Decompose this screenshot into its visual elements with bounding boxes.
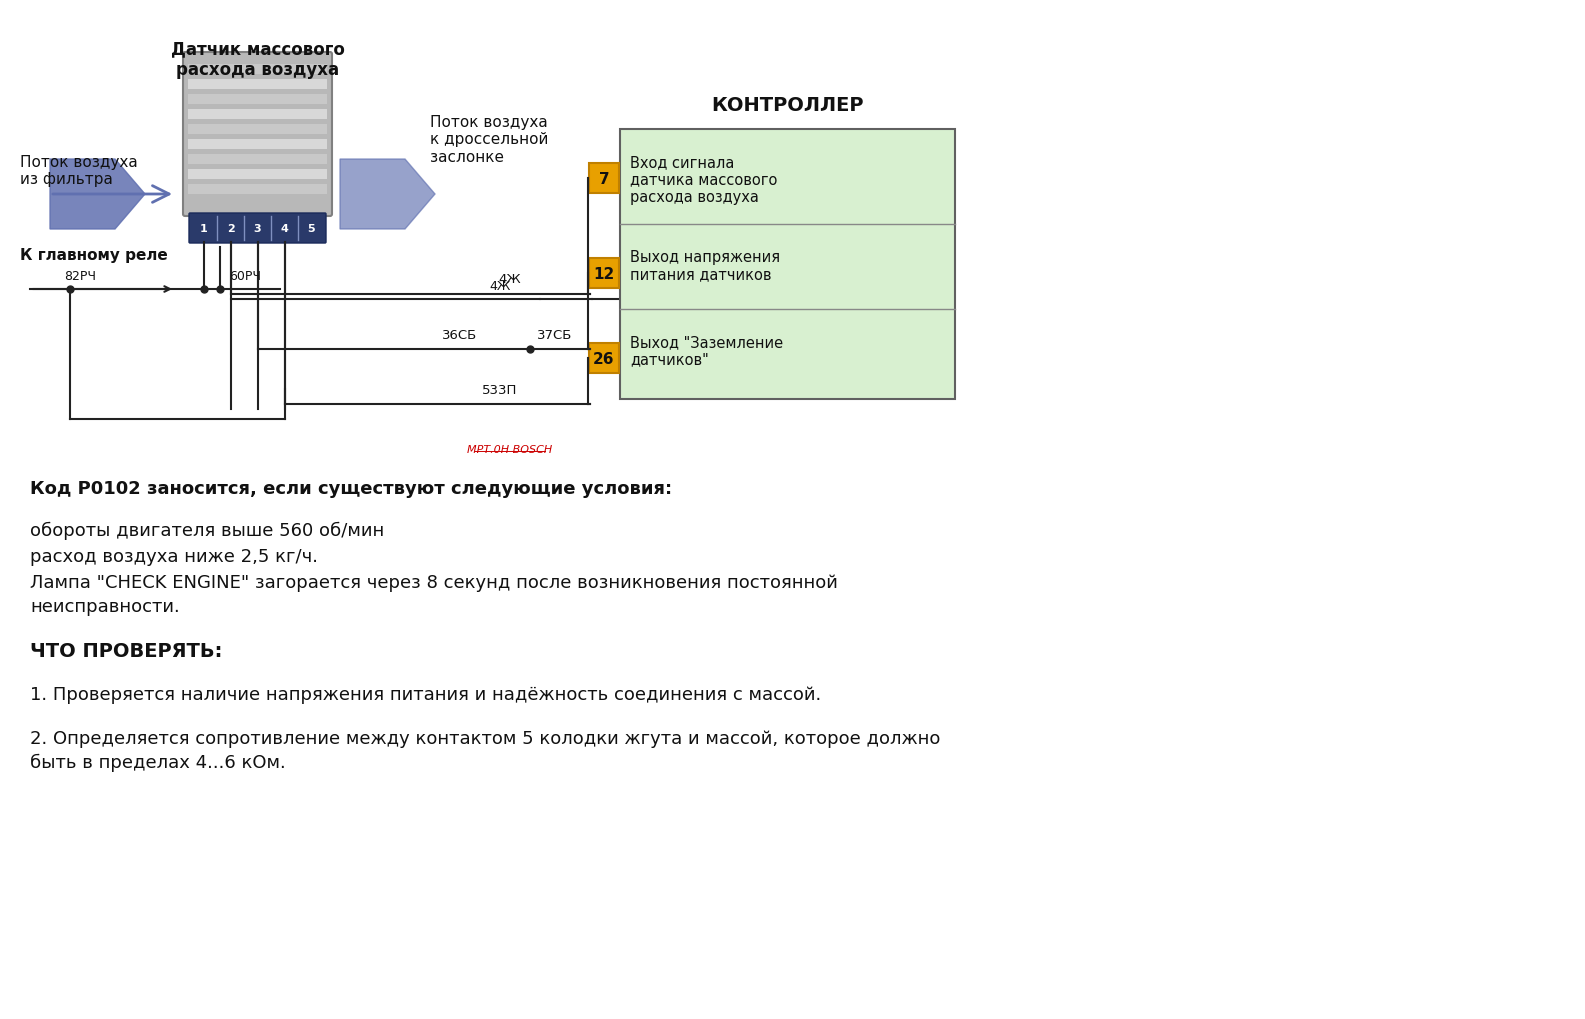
FancyBboxPatch shape xyxy=(189,214,327,244)
FancyBboxPatch shape xyxy=(590,164,620,194)
Bar xyxy=(189,65,327,75)
Bar xyxy=(189,170,327,179)
Text: Код P0102 заносится, если существуют следующие условия:: Код P0102 заносится, если существуют сле… xyxy=(30,480,672,497)
Polygon shape xyxy=(51,160,144,229)
Text: Поток воздуха
к дроссельной
заслонке: Поток воздуха к дроссельной заслонке xyxy=(430,115,548,165)
Text: Лампа "CHECK ENGINE" загорается через 8 секунд после возникновения постоянной: Лампа "CHECK ENGINE" загорается через 8 … xyxy=(30,574,838,592)
Text: 36СБ: 36СБ xyxy=(442,329,477,341)
Text: 12: 12 xyxy=(593,266,615,281)
Bar xyxy=(189,95,327,105)
Text: 1: 1 xyxy=(200,224,208,233)
Text: К главному реле: К главному реле xyxy=(21,248,168,262)
Text: 4Ж: 4Ж xyxy=(499,273,521,285)
FancyBboxPatch shape xyxy=(182,53,331,217)
Text: 4Ж: 4Ж xyxy=(490,280,510,292)
FancyBboxPatch shape xyxy=(590,259,620,288)
Text: 3: 3 xyxy=(254,224,262,233)
Text: 5: 5 xyxy=(307,224,315,233)
Text: 82РЧ: 82РЧ xyxy=(63,270,97,282)
Text: МРТ.0Н BOSCH: МРТ.0Н BOSCH xyxy=(468,444,553,454)
Text: расход воздуха ниже 2,5 кг/ч.: расход воздуха ниже 2,5 кг/ч. xyxy=(30,547,319,566)
Text: 533П: 533П xyxy=(482,383,518,396)
Text: 37СБ: 37СБ xyxy=(537,329,572,341)
Polygon shape xyxy=(341,160,434,229)
Text: 1. Проверяется наличие напряжения питания и надёжность соединения с массой.: 1. Проверяется наличие напряжения питани… xyxy=(30,686,821,703)
Text: Выход "Заземление
датчиков": Выход "Заземление датчиков" xyxy=(629,334,783,367)
Bar xyxy=(189,79,327,90)
Text: Поток воздуха
из фильтра: Поток воздуха из фильтра xyxy=(21,155,138,187)
Bar xyxy=(189,125,327,135)
Bar xyxy=(189,110,327,120)
Text: ЧТО ПРОВЕРЯТЬ:: ЧТО ПРОВЕРЯТЬ: xyxy=(30,642,222,660)
FancyBboxPatch shape xyxy=(590,343,620,374)
Text: Вход сигнала
датчика массового
расхода воздуха: Вход сигнала датчика массового расхода в… xyxy=(629,155,777,205)
FancyBboxPatch shape xyxy=(620,129,956,399)
Bar xyxy=(189,140,327,150)
Text: неисправности.: неисправности. xyxy=(30,597,179,615)
Text: быть в пределах 4...6 кОм.: быть в пределах 4...6 кОм. xyxy=(30,753,285,771)
Text: 2: 2 xyxy=(227,224,235,233)
Text: 26: 26 xyxy=(593,352,615,366)
Text: 60РЧ: 60РЧ xyxy=(228,270,262,282)
Text: Выход напряжения
питания датчиков: Выход напряжения питания датчиков xyxy=(629,250,780,282)
Bar xyxy=(189,155,327,165)
Text: Датчик массового
расхода воздуха: Датчик массового расхода воздуха xyxy=(171,40,344,78)
Text: обороты двигателя выше 560 об/мин: обороты двигателя выше 560 об/мин xyxy=(30,522,384,540)
Text: 4: 4 xyxy=(281,224,288,233)
Bar xyxy=(189,184,327,195)
Text: 2. Определяется сопротивление между контактом 5 колодки жгута и массой, которое : 2. Определяется сопротивление между конт… xyxy=(30,730,940,748)
Text: 7: 7 xyxy=(599,171,609,186)
Text: КОНТРОЛЛЕР: КОНТРОЛЛЕР xyxy=(712,96,864,115)
